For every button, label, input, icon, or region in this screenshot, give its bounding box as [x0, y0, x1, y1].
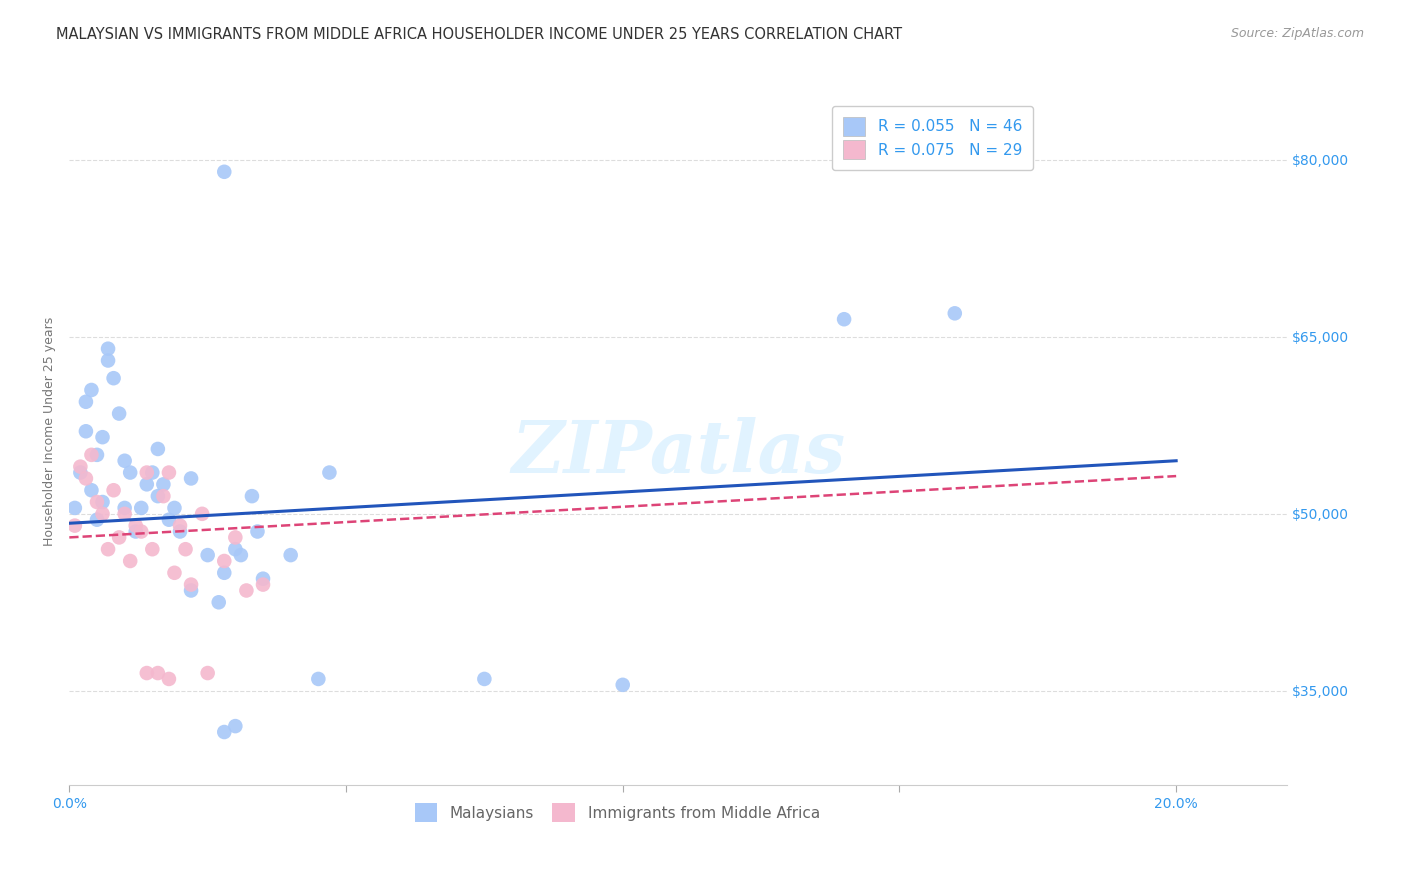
- Point: [80, 383, 103, 397]
- Point: [120, 554, 142, 568]
- Point: [86, 513, 108, 527]
- Point: [114, 500, 136, 515]
- Point: [832, 312, 855, 326]
- Point: [240, 489, 263, 503]
- Text: ZIPatlas: ZIPatlas: [510, 417, 845, 488]
- Point: [86, 495, 108, 509]
- Point: [108, 407, 131, 421]
- Point: [612, 678, 634, 692]
- Legend: Malaysians, Immigrants from Middle Africa: Malaysians, Immigrants from Middle Afric…: [402, 791, 832, 834]
- Point: [80, 483, 103, 498]
- Point: [318, 466, 340, 480]
- Text: Source: ZipAtlas.com: Source: ZipAtlas.com: [1230, 27, 1364, 40]
- Point: [135, 477, 157, 491]
- Point: [129, 500, 152, 515]
- Point: [63, 500, 86, 515]
- Point: [191, 507, 214, 521]
- Point: [91, 495, 114, 509]
- Point: [91, 507, 114, 521]
- Point: [307, 672, 329, 686]
- Point: [174, 542, 197, 557]
- Point: [214, 165, 236, 179]
- Point: [252, 572, 274, 586]
- Point: [146, 666, 169, 681]
- Point: [246, 524, 269, 539]
- Point: [197, 548, 219, 562]
- Point: [69, 459, 91, 474]
- Point: [97, 353, 120, 368]
- Point: [108, 530, 131, 544]
- Point: [224, 719, 246, 733]
- Point: [141, 466, 163, 480]
- Point: [180, 577, 202, 591]
- Point: [280, 548, 302, 562]
- Point: [75, 424, 97, 438]
- Point: [69, 466, 91, 480]
- Point: [229, 548, 252, 562]
- Point: [943, 306, 966, 320]
- Point: [208, 595, 231, 609]
- Text: MALAYSIAN VS IMMIGRANTS FROM MIDDLE AFRICA HOUSEHOLDER INCOME UNDER 25 YEARS COR: MALAYSIAN VS IMMIGRANTS FROM MIDDLE AFRI…: [56, 27, 903, 42]
- Point: [157, 513, 180, 527]
- Point: [157, 672, 180, 686]
- Point: [86, 448, 108, 462]
- Point: [129, 524, 152, 539]
- Point: [91, 430, 114, 444]
- Point: [197, 666, 219, 681]
- Point: [152, 477, 174, 491]
- Point: [163, 500, 186, 515]
- Y-axis label: Householder Income Under 25 years: Householder Income Under 25 years: [44, 317, 56, 546]
- Point: [103, 371, 125, 385]
- Point: [157, 466, 180, 480]
- Point: [224, 542, 246, 557]
- Point: [180, 471, 202, 485]
- Point: [169, 518, 191, 533]
- Point: [135, 466, 157, 480]
- Point: [120, 466, 142, 480]
- Point: [97, 342, 120, 356]
- Point: [163, 566, 186, 580]
- Point: [214, 725, 236, 739]
- Point: [235, 583, 257, 598]
- Point: [146, 489, 169, 503]
- Point: [252, 577, 274, 591]
- Point: [75, 471, 97, 485]
- Point: [125, 524, 148, 539]
- Point: [474, 672, 496, 686]
- Point: [125, 518, 148, 533]
- Point: [80, 448, 103, 462]
- Point: [63, 518, 86, 533]
- Point: [114, 454, 136, 468]
- Point: [135, 666, 157, 681]
- Point: [224, 530, 246, 544]
- Point: [152, 489, 174, 503]
- Point: [146, 442, 169, 456]
- Point: [214, 566, 236, 580]
- Point: [75, 394, 97, 409]
- Point: [97, 542, 120, 557]
- Point: [169, 524, 191, 539]
- Point: [103, 483, 125, 498]
- Point: [180, 583, 202, 598]
- Point: [214, 554, 236, 568]
- Point: [141, 542, 163, 557]
- Point: [114, 507, 136, 521]
